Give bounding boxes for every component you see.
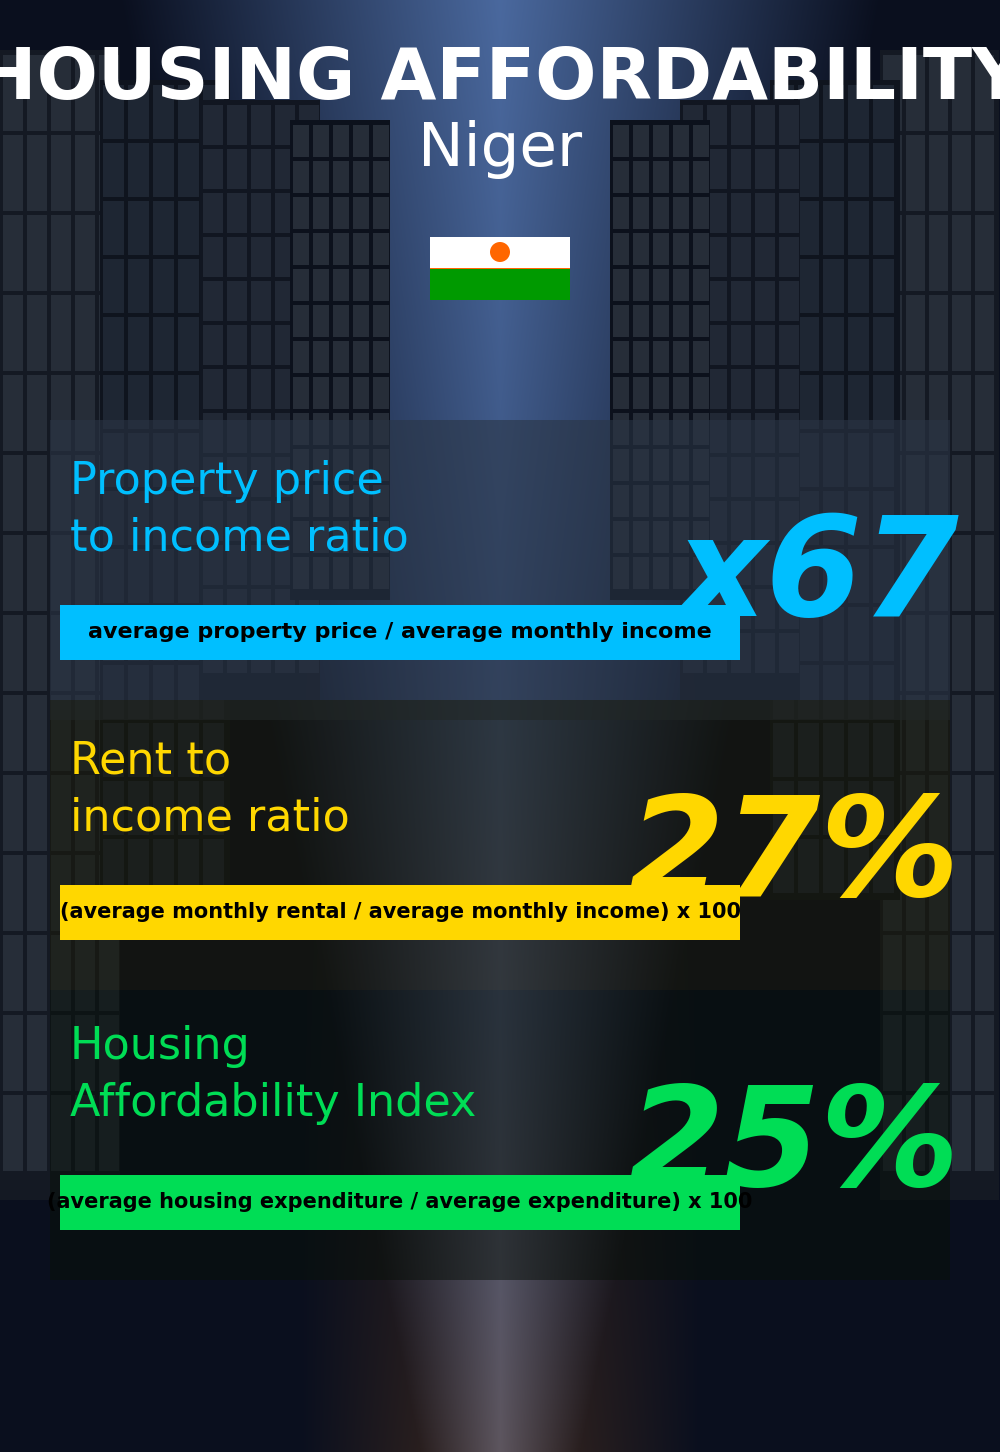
- Text: Niger: Niger: [418, 121, 582, 179]
- Text: Property price
to income ratio: Property price to income ratio: [70, 460, 409, 559]
- Text: average property price / average monthly income: average property price / average monthly…: [88, 621, 712, 642]
- Text: (average housing expenditure / average expenditure) x 100: (average housing expenditure / average e…: [47, 1192, 753, 1212]
- Bar: [50, 990, 950, 1281]
- Bar: [50, 700, 950, 990]
- Bar: [430, 237, 570, 269]
- Bar: [60, 886, 740, 939]
- Circle shape: [490, 242, 510, 261]
- Text: Housing
Affordability Index: Housing Affordability Index: [70, 1025, 476, 1125]
- Bar: [50, 420, 950, 720]
- Text: 27%: 27%: [628, 790, 960, 925]
- Bar: [60, 605, 740, 661]
- Bar: [430, 269, 570, 301]
- Text: x67: x67: [677, 510, 960, 645]
- Text: (average monthly rental / average monthly income) x 100: (average monthly rental / average monthl…: [60, 902, 740, 922]
- Bar: [60, 1175, 740, 1230]
- Text: Rent to
income ratio: Rent to income ratio: [70, 741, 350, 839]
- Text: HOUSING AFFORDABILITY: HOUSING AFFORDABILITY: [0, 45, 1000, 115]
- Bar: [430, 269, 570, 301]
- Text: 25%: 25%: [628, 1080, 960, 1215]
